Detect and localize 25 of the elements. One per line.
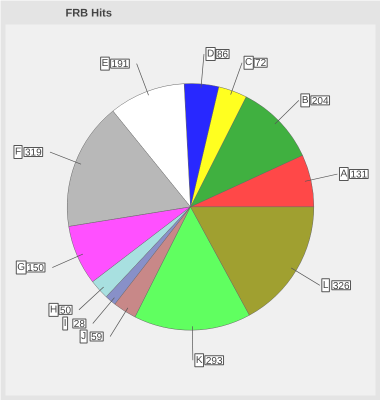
slice-label: C (245, 57, 252, 68)
data-label: 319 (24, 148, 42, 159)
data-label: 131 (350, 170, 368, 181)
slice-label: E (102, 58, 109, 70)
slice-label: K (196, 354, 203, 366)
slice-label: D (206, 48, 214, 60)
data-label: 86 (216, 50, 229, 61)
slice-label: F (14, 146, 22, 158)
slice-label: B (302, 94, 309, 106)
data-label: 28 (74, 319, 86, 330)
data-label: 59 (91, 332, 103, 344)
slice-label: G (17, 262, 26, 274)
slice-label: A (340, 168, 348, 180)
data-label: 72 (255, 58, 267, 70)
data-label: 150 (27, 263, 44, 274)
slice-label: H (50, 304, 58, 316)
chart-title: FRB Hits (66, 8, 112, 20)
data-label: 326 (332, 280, 350, 292)
slice-label: L (322, 280, 329, 291)
data-label: 293 (206, 356, 223, 367)
data-label: 191 (112, 59, 129, 70)
data-label: 204 (312, 96, 329, 107)
data-label: 50 (60, 305, 72, 316)
slice-label: I (64, 318, 67, 330)
slice-label: J (81, 331, 86, 342)
